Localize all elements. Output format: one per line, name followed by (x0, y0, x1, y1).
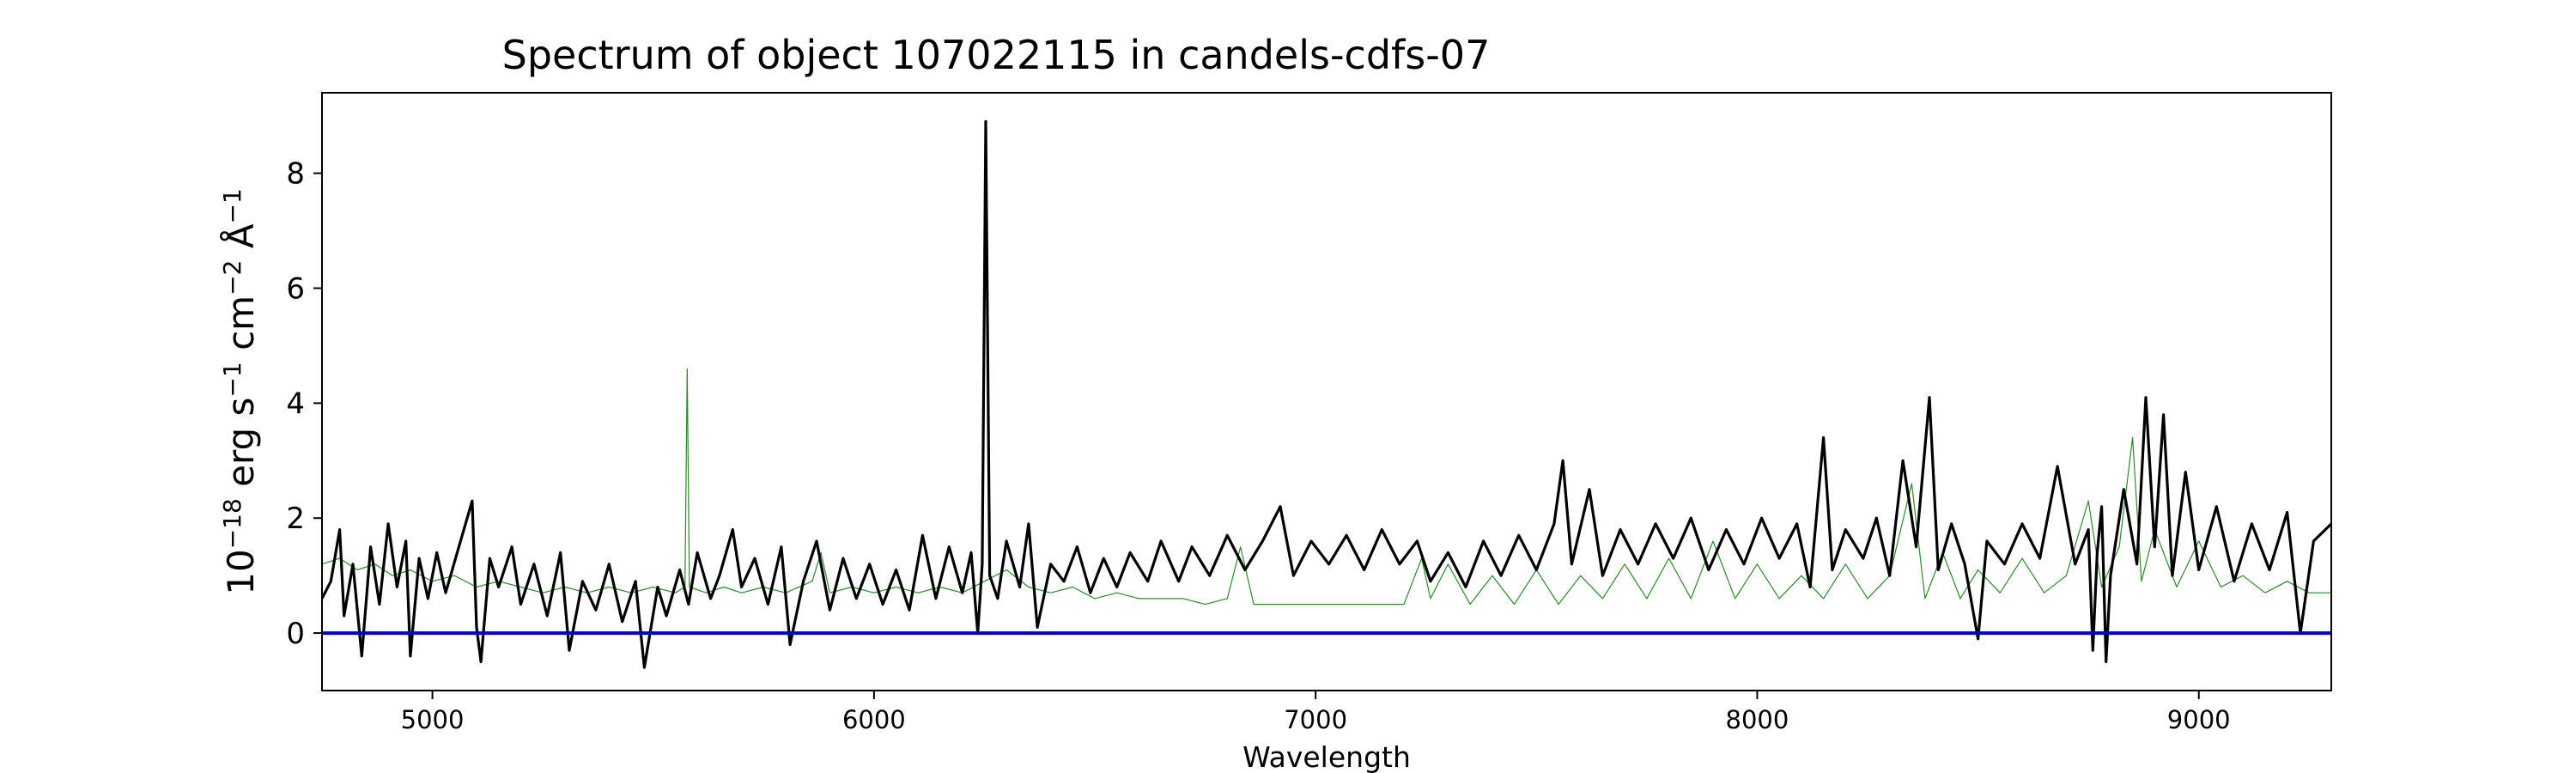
x-axis: 5000 6000 7000 8000 9000 (401, 691, 2231, 734)
series-line-flux (322, 119, 2331, 669)
y-tick-label: 6 (286, 272, 305, 307)
series-layer (322, 119, 2331, 669)
x-tick-label: 6000 (842, 705, 906, 734)
x-tick-label: 9000 (2167, 705, 2231, 734)
y-axis: 0 2 4 6 8 (286, 157, 322, 651)
y-tick-label: 2 (286, 502, 305, 536)
y-axis-label: 10−18 erg s−1 cm−2 Å−1 (218, 188, 262, 594)
y-tick-label: 4 (286, 386, 305, 421)
plot-frame (321, 92, 2332, 691)
series-line-error (322, 368, 2331, 606)
x-axis-label: Wavelength (1242, 740, 1411, 773)
x-tick-label: 8000 (1726, 705, 1789, 734)
y-tick-label: 0 (286, 617, 305, 651)
x-tick-label: 5000 (401, 705, 465, 734)
x-tick-label: 7000 (1284, 705, 1347, 734)
y-tick-label: 8 (286, 157, 305, 192)
chart-title: Spectrum of object 107022115 in candels-… (502, 32, 1491, 78)
